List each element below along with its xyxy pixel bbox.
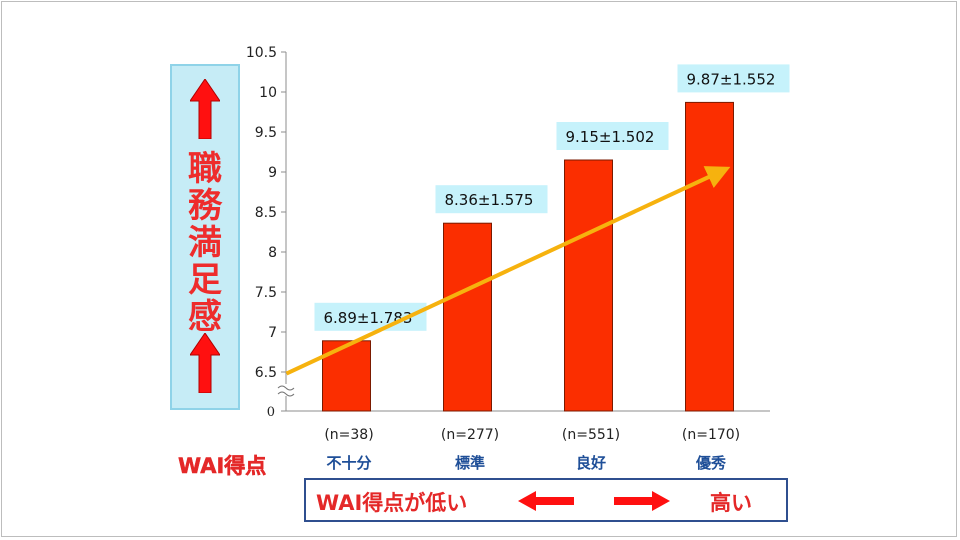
- data-label-box: [435, 185, 548, 214]
- wai-high-label: 高い: [710, 491, 752, 515]
- y-tick-label-baseline: 0: [267, 405, 275, 420]
- wai-low-label: WAI得点が低い: [316, 491, 468, 515]
- y-tick-label: 10: [259, 85, 277, 101]
- y-tick-label: 9: [268, 165, 277, 181]
- bar: [564, 159, 613, 412]
- category-n-label: (n=277): [440, 427, 500, 443]
- left-arrow-icon: [518, 491, 574, 511]
- bar: [443, 222, 492, 412]
- category-label: 優秀: [695, 454, 726, 472]
- bar: [685, 101, 734, 412]
- trend-arrow: [285, 166, 731, 376]
- y-tick-label: 6.5: [255, 365, 277, 381]
- y-tick-label: 8: [268, 245, 277, 261]
- category-n-label: (n=170): [681, 427, 741, 443]
- category-label: 標準: [454, 454, 485, 472]
- data-label: 9.15±1.502: [566, 128, 655, 146]
- up-arrow-icon: [190, 333, 220, 393]
- data-label: 9.87±1.552: [687, 70, 776, 88]
- y-tick-label: 7: [268, 325, 277, 341]
- y-axis-title: 職務満足感: [188, 149, 222, 337]
- data-label-box: [556, 122, 669, 150]
- category-label: 不十分: [326, 454, 372, 472]
- data-label: 8.36±1.575: [445, 191, 534, 209]
- wai-scale-box: WAI得点が低い 高い: [304, 478, 788, 522]
- category-n-label: (n=38): [324, 427, 374, 443]
- y-tick-label: 9.5: [255, 125, 277, 141]
- y-tick-label: 7.5: [255, 285, 277, 301]
- right-arrow-icon: [614, 491, 670, 511]
- y-axis-break-mark: [277, 384, 295, 397]
- y-tick-label: 10.5: [246, 45, 277, 61]
- y-tick-label: 8.5: [255, 205, 277, 221]
- y-axis-panel: 職務満足感: [170, 64, 240, 410]
- data-label: 6.89±1.783: [324, 309, 413, 327]
- category-n-label: (n=551): [561, 427, 621, 443]
- category-label: 良好: [575, 454, 606, 472]
- data-label-box: [677, 64, 790, 93]
- x-group-label: WAI得点: [178, 454, 267, 479]
- up-arrow-icon: [190, 79, 220, 139]
